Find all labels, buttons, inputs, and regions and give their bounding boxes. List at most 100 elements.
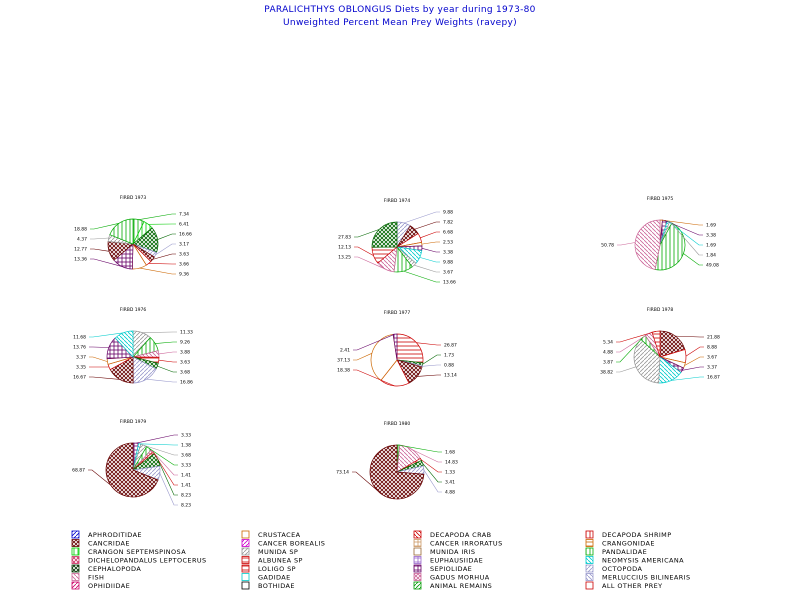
legend-swatch (413, 581, 422, 590)
legend-swatch (413, 573, 422, 581)
slice-value-label: 13.76 (73, 345, 86, 351)
slice-value-label: 3.37 (707, 365, 717, 371)
slice-value-label: 8.23 (181, 503, 191, 509)
slice-value-label: 5.34 (603, 340, 613, 346)
legend-swatch (71, 530, 80, 539)
leader-line (155, 243, 176, 256)
slice-value-label: 7.34 (179, 212, 189, 218)
leader-line (420, 231, 440, 239)
slice-value-label: 50.78 (601, 243, 614, 249)
leader-line (616, 333, 649, 353)
pie-title: FIRBD 1975 (647, 196, 674, 202)
legend-label: ALL OTHER PREY (602, 582, 663, 590)
leader-line (138, 213, 176, 220)
legend-item: CEPHALOPODA (71, 564, 141, 573)
slice-value-label: 3.63 (180, 360, 190, 366)
leader-line (89, 332, 124, 338)
legend-item: MUNIDA IRIS (413, 547, 475, 556)
leader-line (89, 356, 108, 362)
leader-line (152, 253, 176, 260)
slice-value-label: 26.87 (444, 343, 457, 349)
slice-value-label: 9.88 (443, 210, 453, 216)
leader-line (403, 270, 440, 283)
legend-label: MERLUCCIUS BILINEARIS (602, 574, 691, 582)
legend-label: DECAPODA CRAB (430, 531, 491, 539)
leader-line (422, 462, 442, 483)
slice-value-label: 12.77 (74, 247, 87, 253)
leader-line (354, 246, 374, 256)
leader-line (146, 378, 177, 383)
slice-value-label: 16.87 (707, 375, 720, 381)
legend-swatch (71, 547, 80, 556)
leader-line (670, 222, 703, 256)
legend-swatch (585, 581, 594, 590)
legend-item: SEPIOLIDAE (413, 564, 472, 573)
leader-line (421, 248, 440, 253)
chart-title: PARALICHTHYS OBLONGUS Diets by year duri… (264, 5, 535, 15)
legend-swatch (241, 539, 250, 547)
pie-slice (654, 222, 686, 271)
slice-value-label: 1.69 (706, 223, 716, 229)
legend-label: BOTHIDAE (258, 582, 295, 590)
legend-item: EUPHAUSIIDAE (413, 556, 483, 565)
legend-label: ALBUNEA SP (258, 557, 303, 565)
legend-item: CANCER IRRORATUS (413, 539, 502, 548)
legend-swatch (413, 539, 422, 547)
slice-value-label: 16.66 (179, 232, 192, 238)
slice-value-label: 1.41 (181, 473, 191, 479)
leader-line (354, 256, 386, 270)
pie-slice (634, 219, 661, 270)
leader-line (421, 241, 440, 245)
slice-value-label: 13.66 (443, 280, 456, 286)
legend-swatch (71, 564, 80, 573)
slice-value-label: 3.33 (181, 463, 191, 469)
leader-line (90, 237, 109, 240)
leader-line (157, 459, 178, 496)
legend-swatch (241, 573, 250, 581)
slice-value-label: 3.37 (76, 355, 86, 361)
slice-value-label: 1.41 (181, 483, 191, 489)
slice-value-label: 3.67 (443, 270, 453, 276)
slice-value-label: 3.35 (76, 365, 86, 371)
leader-line (151, 450, 178, 476)
leader-line (148, 263, 176, 265)
slice-value-label: 4.37 (77, 237, 87, 243)
slice-value-label: 49.08 (706, 263, 719, 269)
leader-line (664, 220, 703, 236)
legend-label: ANIMAL REMAINS (430, 582, 492, 590)
leader-line (135, 434, 178, 444)
leader-line (683, 253, 703, 266)
legend-label: CRANGON SEPTEMSPINOSA (88, 548, 186, 556)
legend-item: CRANGONIDAE (585, 539, 654, 548)
pie-title: FIRBD 1977 (384, 310, 411, 316)
legend-swatch (585, 547, 594, 556)
slice-value-label: 16.86 (180, 380, 193, 386)
slice-value-label: 4.88 (603, 350, 613, 356)
slice-value-label: 3.67 (707, 355, 717, 361)
slice-value-label: 3.17 (179, 242, 189, 248)
slice-value-label: 68.87 (72, 468, 85, 474)
legend-item: LOLIGO SP (241, 564, 296, 573)
slice-value-label: 13.14 (444, 373, 457, 379)
legend-label: DICHELOPANDALUS LEPTOCERUS (88, 557, 207, 565)
slice-value-label: 1.73 (444, 353, 454, 359)
legend-item: FISH (71, 573, 104, 582)
pie-chart: FIRBD 1979 3.33 1.38 3.68 3.33 1.41 1.41 8.23 8.… (72, 419, 191, 509)
leader-line (158, 351, 177, 355)
pie-chart: FIRBD 1977 26.87 1.73 0.88 13.14 2.41 37.13 18.… (337, 310, 457, 387)
legend-label: SEPIOLIDAE (430, 565, 472, 573)
slice-value-label: 38.82 (600, 370, 613, 376)
leader-line (617, 242, 636, 246)
slice-value-label: 3.33 (181, 433, 191, 439)
slice-value-label: 3.88 (180, 350, 190, 356)
legend-swatch (241, 581, 250, 590)
leader-line (414, 264, 440, 273)
legend-item: CANCER BOREALIS (241, 539, 325, 548)
slice-value-label: 1.38 (181, 443, 191, 449)
slice-value-label: 3.41 (445, 480, 455, 486)
pie-chart: FIRBD 1973 7.34 6.41 16.66 3.17 3.63 3.66 9.36 1… (74, 195, 192, 278)
slice-value-label: 4.88 (445, 490, 455, 496)
legend-label: CRUSTACEA (258, 531, 301, 539)
legend-swatch (71, 581, 80, 590)
legend-swatch (71, 539, 80, 547)
